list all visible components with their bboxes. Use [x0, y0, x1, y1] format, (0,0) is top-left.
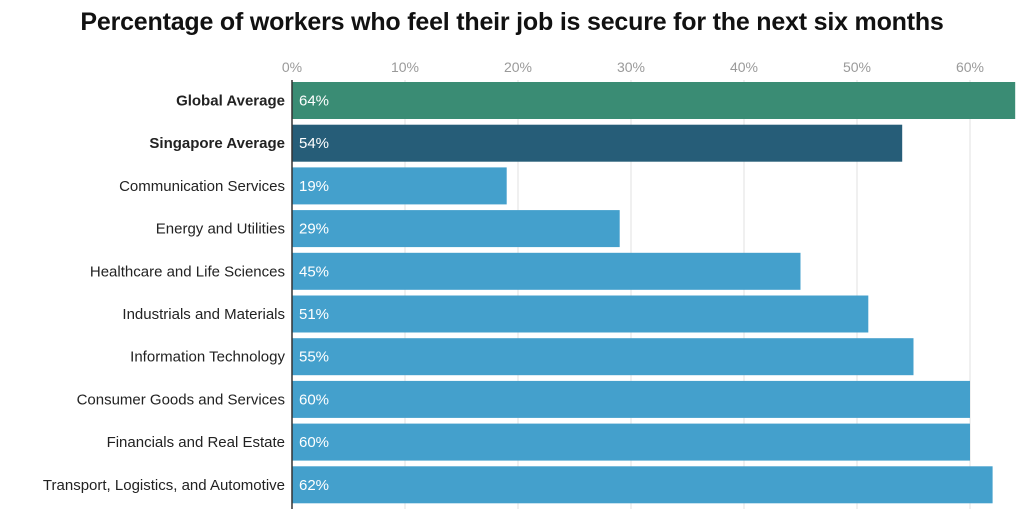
category-label: Consumer Goods and Services — [77, 391, 285, 408]
data-label: 29% — [299, 221, 329, 238]
bar — [292, 252, 801, 290]
x-tick-label: 30% — [617, 59, 645, 75]
data-label: 19% — [299, 178, 329, 195]
data-label: 45% — [299, 263, 329, 280]
category-label: Global Average — [176, 93, 285, 110]
data-label: 54% — [299, 135, 329, 152]
data-label: 51% — [299, 306, 329, 323]
chart-title: Percentage of workers who feel their job… — [80, 8, 944, 36]
category-label: Industrials and Materials — [122, 306, 285, 323]
x-tick-label: 60% — [956, 59, 984, 75]
category-label: Singapore Average — [149, 135, 285, 152]
x-tick-label: 10% — [391, 59, 419, 75]
x-tick-label: 50% — [843, 59, 871, 75]
data-label: 55% — [299, 349, 329, 366]
bar — [292, 338, 914, 376]
bar — [292, 210, 620, 248]
category-label: Financials and Real Estate — [107, 434, 285, 451]
data-label: 60% — [299, 434, 329, 451]
x-tick-label: 40% — [730, 59, 758, 75]
bar — [292, 380, 970, 418]
data-label: 60% — [299, 391, 329, 408]
bar — [292, 82, 1016, 119]
category-label: Information Technology — [130, 349, 285, 366]
category-label: Communication Services — [119, 178, 285, 195]
data-label: 62% — [299, 477, 329, 494]
x-tick-label: 0% — [282, 59, 302, 75]
bar — [292, 295, 869, 333]
bar — [292, 466, 993, 504]
bar — [292, 124, 903, 162]
data-label: 64% — [299, 93, 329, 110]
category-label: Energy and Utilities — [156, 221, 285, 238]
category-label: Healthcare and Life Sciences — [90, 263, 285, 280]
bar — [292, 423, 970, 461]
bar — [292, 167, 507, 205]
category-label: Transport, Logistics, and Automotive — [43, 477, 285, 494]
x-tick-label: 20% — [504, 59, 532, 75]
